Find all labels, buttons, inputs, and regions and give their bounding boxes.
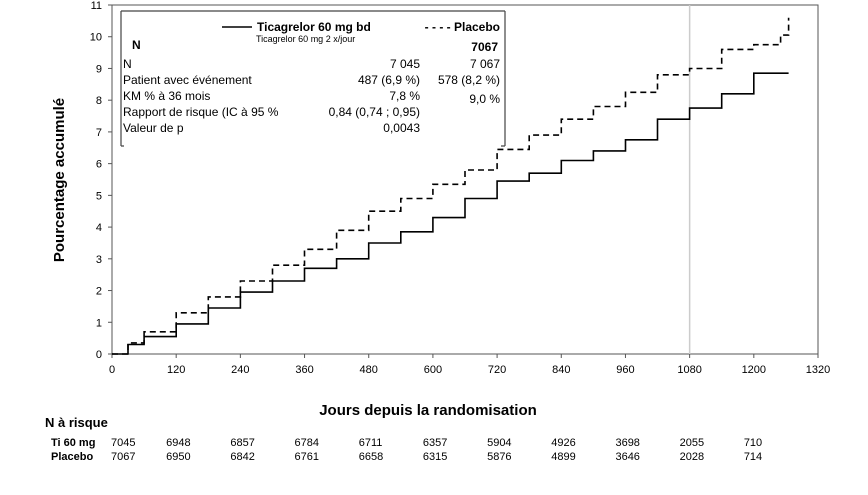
series-line-ticagrelor xyxy=(112,72,789,355)
risk-value: 6950 xyxy=(166,451,190,463)
legend-placebo: - - - - Placebo xyxy=(425,20,500,34)
risk-value: 6761 xyxy=(295,451,319,463)
legend-row-placebo: 9,0 % xyxy=(469,92,500,106)
plot-frame xyxy=(111,4,819,355)
legend-ticagrelor: Ticagrelor 60 mg bd xyxy=(257,20,371,34)
x-tick-label: 0 xyxy=(109,364,115,376)
x-tick-label: 240 xyxy=(231,364,249,376)
y-tick-label: 9 xyxy=(96,63,102,75)
y-tick-label: 1 xyxy=(96,317,102,329)
risk-value: 4899 xyxy=(551,451,575,463)
risk-row-label: Ti 60 mg xyxy=(51,437,95,449)
y-tick-label: 5 xyxy=(96,190,102,202)
y-tick-label: 4 xyxy=(96,222,102,234)
legend-row-ticagrelor: 7,8 % xyxy=(389,89,420,103)
risk-value: 3698 xyxy=(615,437,639,449)
risk-value: 5876 xyxy=(487,451,511,463)
legend-row-label: N xyxy=(123,57,132,71)
risk-value: 6842 xyxy=(230,451,254,463)
legend-placebo-n: 7067 xyxy=(471,40,498,54)
series-line-placebo xyxy=(112,17,790,355)
risk-value: 7067 xyxy=(111,451,135,463)
axes: 0 120 240 360 480 600 720 840 960 1080 1200 1320 0 1 2… xyxy=(90,0,830,376)
risk-table: N à risque Ti 60 mg 7045 6948 6857 6784 6711 63… xyxy=(45,415,762,463)
risk-value: 3646 xyxy=(615,451,639,463)
legend-row-ticagrelor: 487 (6,9 %) xyxy=(358,73,420,87)
risk-value: 6784 xyxy=(295,437,319,449)
risk-value: 2028 xyxy=(680,451,704,463)
y-tick-label: 10 xyxy=(90,32,102,44)
y-tick-label: 7 xyxy=(96,127,102,139)
legend-row-ticagrelor: 0,84 (0,74 ; 0,95) xyxy=(329,105,420,119)
risk-value: 6711 xyxy=(359,437,383,449)
legend-row-label: KM % à 36 mois xyxy=(123,89,210,103)
x-tick-label: 120 xyxy=(167,364,185,376)
legend-row-label: Rapport de risque (IC à 95 % xyxy=(123,105,279,119)
x-tick-label: 480 xyxy=(360,364,378,376)
risk-value: 714 xyxy=(744,451,762,463)
risk-value: 6658 xyxy=(359,451,383,463)
legend-row-placebo: 7 067 xyxy=(470,57,500,71)
legend-ticagrelor-subtitle: Ticagrelor 60 mg 2 x/jour xyxy=(256,34,355,44)
x-tick-label: 1320 xyxy=(806,364,830,376)
y-tick-label: 0 xyxy=(96,349,102,361)
x-tick-label: 960 xyxy=(616,364,634,376)
x-tick-label: 360 xyxy=(295,364,313,376)
risk-value: 4926 xyxy=(551,437,575,449)
series-lines xyxy=(112,17,790,355)
y-tick-label: 8 xyxy=(96,95,102,107)
risk-value: 710 xyxy=(744,437,762,449)
legend-row-label: Valeur de p xyxy=(123,121,184,135)
legend-box: Ticagrelor 60 mg bd - - - - Placebo Ticagr… xyxy=(120,10,506,147)
risk-row-label: Placebo xyxy=(51,451,93,463)
risk-value: 5904 xyxy=(487,437,511,449)
risk-value: 6948 xyxy=(166,437,190,449)
y-tick-label: 2 xyxy=(96,286,102,298)
y-tick-label: 6 xyxy=(96,159,102,171)
risk-value: 7045 xyxy=(111,437,135,449)
risk-value: 2055 xyxy=(680,437,704,449)
x-tick-label: 600 xyxy=(424,364,442,376)
x-axis-label: Jours depuis la randomisation xyxy=(319,402,537,419)
legend-n-header: N xyxy=(132,38,141,52)
y-tick-label: 11 xyxy=(91,0,102,12)
x-tick-label: 1200 xyxy=(742,364,766,376)
risk-value: 6857 xyxy=(230,437,254,449)
x-tick-label: 1080 xyxy=(677,364,701,376)
legend-row-ticagrelor: 7 045 xyxy=(390,57,420,71)
risk-table-title: N à risque xyxy=(45,415,108,430)
y-tick-label: 3 xyxy=(96,254,102,266)
legend-row-ticagrelor: 0,0043 xyxy=(383,121,420,135)
risk-value: 6357 xyxy=(423,437,447,449)
x-tick-label: 720 xyxy=(488,364,506,376)
x-tick-label: 840 xyxy=(552,364,570,376)
legend-row-placebo: 578 (8,2 %) xyxy=(438,73,500,87)
legend-row-label: Patient avec événement xyxy=(123,73,252,87)
risk-value: 6315 xyxy=(423,451,447,463)
y-axis-label: Pourcentage accumulé xyxy=(51,98,68,262)
legend-frame xyxy=(120,10,506,147)
